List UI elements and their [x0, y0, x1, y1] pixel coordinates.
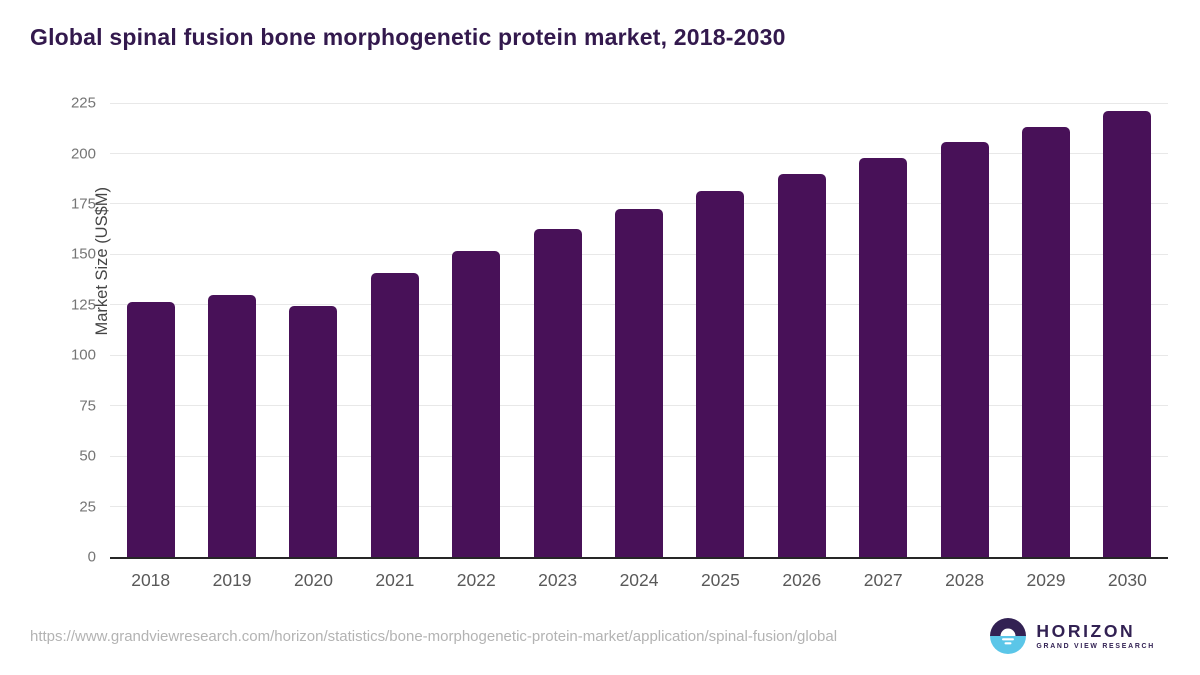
bar-2029	[1021, 126, 1070, 557]
x-tick-label: 2027	[863, 570, 903, 590]
gridline	[110, 102, 1168, 104]
bar-slot	[843, 95, 924, 557]
bar-slot	[110, 95, 191, 557]
x-axis-labels: 2018 2019 2020 2021 2022 2023 2024 2025 2026 2027…	[110, 559, 1168, 591]
x-tick-label: 2025	[700, 570, 740, 590]
chart-title: Global spinal fusion bone morphogenetic …	[30, 24, 786, 50]
y-tick-label: 200	[70, 145, 96, 163]
bar-2024	[615, 209, 664, 557]
x-tick-label: 2020	[294, 570, 333, 590]
bar-2022	[452, 250, 501, 557]
bar-2020	[289, 305, 338, 557]
horizon-logo-name: HORIZON	[1036, 620, 1136, 641]
y-tick-label: 225	[70, 94, 96, 112]
y-tick-label: 0	[87, 548, 96, 566]
gridline	[110, 153, 1168, 155]
bar-slot	[1005, 95, 1086, 557]
bar-slot	[436, 95, 517, 557]
x-tick-label: 2022	[456, 570, 496, 590]
source-url: https://www.grandviewresearch.com/horizo…	[30, 628, 838, 645]
x-tick-label: 2021	[375, 570, 415, 590]
x-tick-label: 2030	[1107, 570, 1147, 590]
x-tick-label: 2023	[538, 570, 578, 590]
bar-slot	[761, 95, 842, 557]
y-tick-label: 150	[70, 245, 96, 263]
bar-2023	[533, 229, 582, 557]
bar-slot	[191, 95, 272, 557]
bar-slot	[598, 95, 679, 557]
bar-2027	[859, 158, 908, 557]
y-tick-label: 125	[70, 296, 96, 314]
horizon-logo-subtitle: GRAND VIEW RESEARCH	[1036, 643, 1155, 651]
bar-slot	[354, 95, 435, 557]
bar-2026	[777, 173, 826, 557]
bar-slot	[273, 95, 354, 557]
y-tick-label: 25	[79, 498, 96, 516]
gridline	[110, 203, 1168, 205]
bar-2025	[696, 191, 745, 557]
horizon-logo-text: HORIZON GRAND VIEW RESEARCH	[1036, 620, 1155, 651]
x-tick-label: 2029	[1026, 570, 1066, 590]
horizon-logo-icon	[990, 618, 1027, 654]
bar-slot	[924, 95, 1005, 557]
plot-area: 0 25 50 75 100 125 150 175 200 225	[71, 95, 1168, 565]
y-tick-label: 75	[79, 397, 96, 415]
bar-2030	[1103, 111, 1152, 557]
bar-2028	[940, 142, 989, 557]
x-tick-label: 2024	[619, 570, 659, 590]
x-tick-label: 2019	[212, 570, 252, 590]
x-tick-label: 2026	[782, 570, 822, 590]
y-tick-label: 50	[79, 447, 96, 465]
x-tick-label: 2018	[131, 570, 171, 590]
y-tick-label: 100	[70, 346, 96, 364]
bar-slot	[680, 95, 761, 557]
bar-slot	[517, 95, 598, 557]
bar-2018	[126, 301, 175, 557]
horizon-logo: HORIZON GRAND VIEW RESEARCH	[989, 617, 1155, 655]
bar-2021	[370, 272, 419, 557]
bar-2019	[208, 295, 257, 557]
x-tick-label: 2028	[945, 570, 985, 590]
bar-slot	[1087, 95, 1168, 557]
y-tick-label: 175	[70, 195, 96, 213]
bars-container	[110, 95, 1168, 557]
